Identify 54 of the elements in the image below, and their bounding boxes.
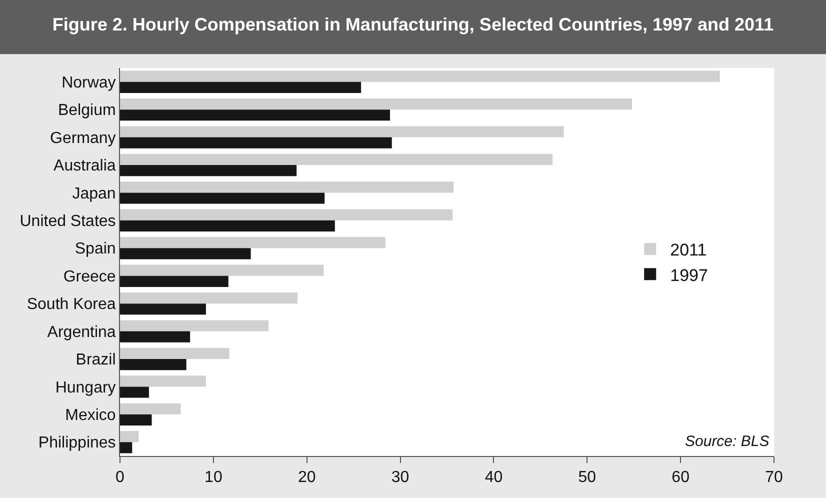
y-tick-label: Brazil xyxy=(76,352,116,369)
y-tick-label: United States xyxy=(20,213,116,230)
bar xyxy=(120,182,454,193)
y-tick-label: South Korea xyxy=(26,296,116,314)
x-tick-label: 60 xyxy=(672,469,690,486)
bar xyxy=(120,98,632,110)
bar xyxy=(120,154,553,165)
bar xyxy=(120,276,228,287)
bar xyxy=(120,304,206,315)
y-tick-label: Japan xyxy=(72,185,116,202)
bar xyxy=(120,126,564,138)
y-tick-label: Hungary xyxy=(55,379,116,396)
y-tick-label: Germany xyxy=(50,130,116,147)
y-tick-label: Norway xyxy=(62,74,116,92)
x-tick-label: 40 xyxy=(484,469,503,486)
bar xyxy=(120,320,269,332)
y-tick-label: Philippines xyxy=(38,434,116,452)
bar xyxy=(120,403,181,414)
y-tick-label: Argentina xyxy=(47,324,116,341)
y-tick-label: Australia xyxy=(54,158,116,175)
x-tick-label: 50 xyxy=(578,469,596,486)
bar xyxy=(120,331,190,342)
bar xyxy=(120,264,324,276)
bar xyxy=(120,442,132,454)
bar xyxy=(120,237,386,248)
legend-label: 2011 xyxy=(670,240,707,260)
bar xyxy=(120,386,149,398)
bar xyxy=(120,248,251,260)
chart-title: Figure 2. Hourly Compensation in Manufacturing, Selected Countries, 1997 and 2011 xyxy=(52,14,774,34)
bar xyxy=(120,70,720,82)
x-tick-label: 20 xyxy=(298,469,316,486)
x-tick-label: 70 xyxy=(765,469,783,486)
bar xyxy=(120,137,392,148)
bar xyxy=(120,292,298,304)
bar xyxy=(120,359,186,370)
x-tick-label: 0 xyxy=(116,469,125,486)
x-tick-label: 30 xyxy=(391,469,410,486)
y-tick-label: Spain xyxy=(74,240,116,258)
x-tick-label: 10 xyxy=(204,469,222,486)
bar xyxy=(120,192,325,204)
bar xyxy=(120,220,335,232)
y-tick-label: Mexico xyxy=(65,407,116,424)
bar xyxy=(120,209,453,220)
bar xyxy=(120,82,362,93)
y-tick-label: Belgium xyxy=(58,102,116,120)
bar xyxy=(120,376,206,387)
legend-label: 1997 xyxy=(670,266,708,285)
annotation: Source: BLS xyxy=(685,433,770,450)
y-tick-label: Greece xyxy=(63,268,116,286)
bar xyxy=(120,348,230,359)
bar xyxy=(120,414,152,426)
bar xyxy=(120,165,297,176)
bar xyxy=(120,110,390,121)
bar xyxy=(120,431,139,442)
